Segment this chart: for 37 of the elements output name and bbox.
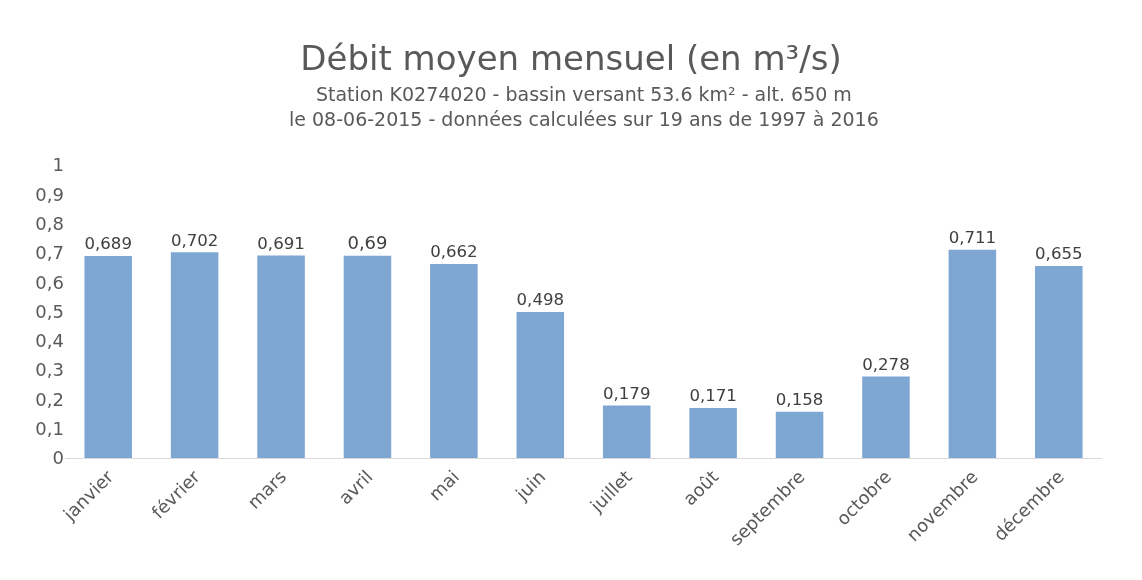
data-label: 0,702: [170, 230, 219, 250]
y-tick-label: 0,6: [35, 271, 64, 293]
y-tick-label: 0,5: [35, 300, 64, 322]
bar: [1035, 266, 1083, 458]
y-tick-label: 1: [52, 154, 64, 176]
bar: [84, 256, 132, 458]
bar: [862, 376, 910, 458]
bar: [430, 264, 478, 458]
data-label: 0,691: [257, 233, 305, 253]
data-label: 0,662: [430, 242, 478, 262]
data-label: 0,278: [862, 354, 910, 374]
data-label: 0,655: [1035, 244, 1083, 264]
y-tick-label: 0,3: [35, 359, 64, 381]
data-label: 0,711: [948, 227, 997, 247]
bar: [948, 249, 997, 458]
bar: [602, 405, 651, 458]
y-tick-label: 0,8: [35, 212, 64, 234]
data-label: 0,498: [516, 290, 565, 310]
data-label: 0,69: [347, 231, 388, 253]
y-tick-label: 0,1: [35, 418, 64, 439]
y-tick-label: 0,2: [35, 388, 64, 410]
chart-subtitle: Station K0274020 - bassin versant 53.6 km² - alt. 650 m le 08-06-2015 - données calculées sur 19 ans de 1997 à 2016: [289, 83, 879, 130]
y-tick-label: 0,7: [35, 242, 64, 264]
bar: [257, 255, 305, 458]
y-tick-label: 0,4: [35, 330, 64, 352]
bar: [689, 407, 737, 458]
bar: [516, 312, 565, 458]
data-label: 0,179: [602, 383, 651, 403]
y-tick-label: 0,9: [35, 183, 64, 205]
data-label: 0,171: [689, 386, 737, 406]
data-label: 0,158: [775, 390, 824, 410]
bar: [775, 411, 824, 458]
data-label: 0,689: [84, 234, 132, 254]
chart-title: Débit moyen mensuel (en m³/s): [300, 37, 842, 78]
bar: [343, 255, 392, 458]
bar: [170, 252, 219, 458]
y-tick-label: 0: [52, 447, 64, 469]
